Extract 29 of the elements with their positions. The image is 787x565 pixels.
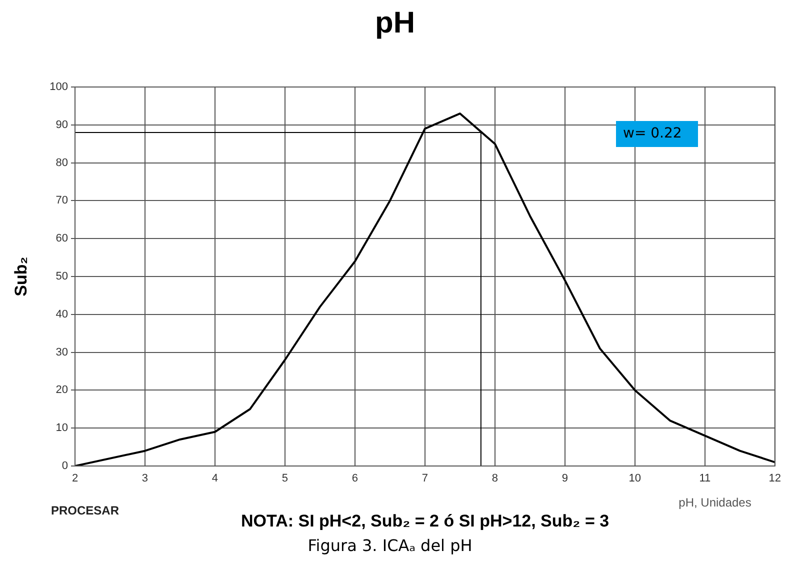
x-tick-label: 9 bbox=[562, 472, 568, 485]
y-tick-label: 10 bbox=[56, 422, 68, 434]
x-tick-label: 11 bbox=[699, 472, 711, 485]
x-tick-label: 10 bbox=[628, 472, 642, 485]
y-tick-label: 0 bbox=[62, 460, 68, 472]
y-tick-label: 70 bbox=[56, 194, 68, 207]
y-tick-label: 50 bbox=[56, 270, 68, 283]
y-tick-label: 40 bbox=[56, 308, 68, 320]
y-tick-label: 90 bbox=[56, 118, 68, 131]
x-tick-label: 6 bbox=[352, 472, 358, 485]
x-tick-label: 3 bbox=[142, 472, 148, 485]
x-tick-label: 2 bbox=[72, 472, 78, 485]
y-tick-label: 20 bbox=[56, 384, 68, 396]
text: Figura 3. ICAₐ del pH bbox=[308, 536, 472, 556]
y-tick-label: 100 bbox=[50, 81, 68, 94]
x-tick-label: 7 bbox=[422, 472, 428, 485]
x-axis-title: pH, Unidades bbox=[678, 495, 752, 510]
text: PROCESAR bbox=[51, 503, 120, 518]
x-tick-label: 4 bbox=[212, 472, 218, 485]
y-tick-label: 80 bbox=[56, 156, 68, 169]
y-tick-label: 60 bbox=[56, 232, 68, 245]
x-tick-label: 5 bbox=[282, 472, 288, 485]
chart-title: pH bbox=[375, 6, 415, 40]
y-tick-label: 30 bbox=[56, 346, 68, 358]
y-axis-title: Sub₂ bbox=[12, 256, 31, 296]
x-tick-label: 8 bbox=[492, 472, 498, 485]
annotation: w= 0.22 bbox=[623, 126, 682, 142]
text: NOTA: SI pH<2, Sub₂ = 2 ó SI pH>12, Sub₂ = 3 bbox=[240, 512, 610, 531]
x-tick-label: 12 bbox=[768, 472, 782, 485]
